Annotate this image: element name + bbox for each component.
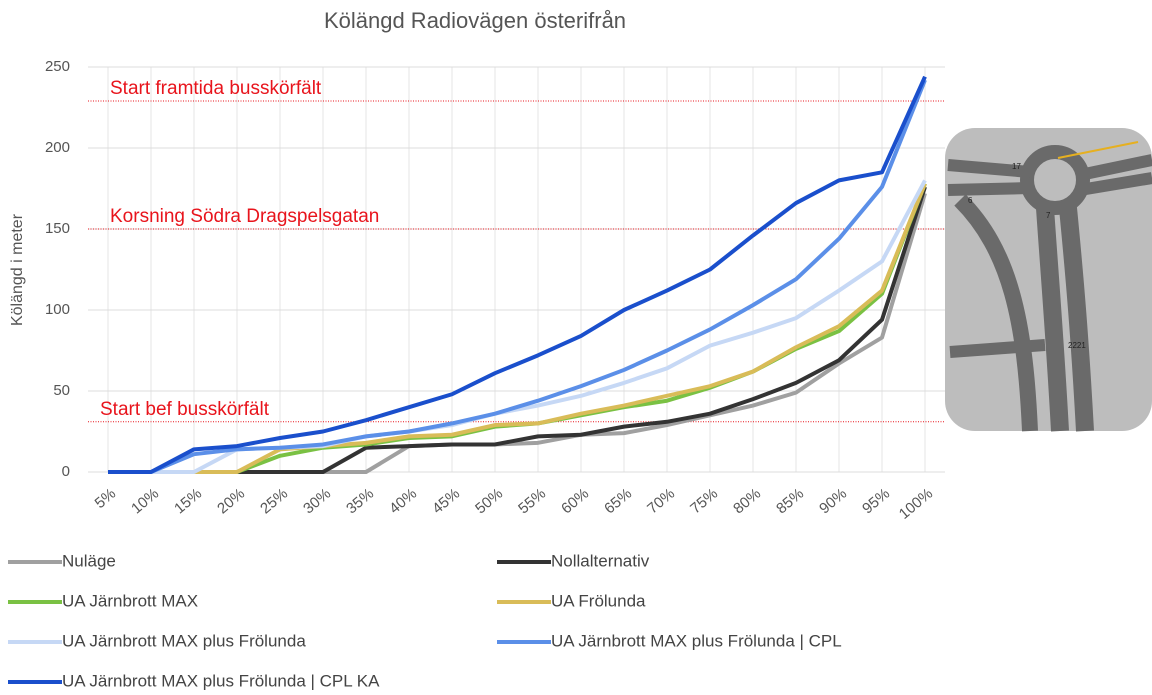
legend-label: UA Järnbrott MAX plus Frölunda bbox=[62, 631, 306, 650]
x-tick-label: 55% bbox=[515, 485, 549, 517]
x-tick-label: 30% bbox=[300, 485, 334, 517]
legend-label: UA Järnbrott MAX bbox=[62, 591, 198, 610]
x-tick-label: 100% bbox=[896, 485, 936, 523]
reference-label: Korsning Södra Dragspelsgatan bbox=[110, 206, 379, 227]
y-tick-label: 50 bbox=[53, 382, 70, 399]
x-tick-label: 90% bbox=[816, 485, 850, 517]
x-tick-label: 15% bbox=[171, 485, 205, 517]
map-label: 2221 bbox=[1068, 341, 1086, 350]
y-tick-label: 150 bbox=[45, 220, 70, 237]
series-line bbox=[108, 75, 927, 474]
y-tick-label: 200 bbox=[45, 139, 70, 156]
legend-label: UA Järnbrott MAX plus Frölunda | CPL KA bbox=[62, 671, 380, 690]
x-tick-label: 50% bbox=[472, 485, 506, 517]
legend-label: UA Frölunda bbox=[551, 591, 646, 610]
x-tick-label: 70% bbox=[644, 485, 678, 517]
x-tick-label: 75% bbox=[687, 485, 721, 517]
legend-label: Nollalternativ bbox=[551, 551, 650, 570]
chart-title: Kölängd Radiovägen österifrån bbox=[324, 8, 626, 33]
x-tick-label: 35% bbox=[343, 485, 377, 517]
map-label: 17 bbox=[1012, 162, 1021, 171]
x-tick-label: 80% bbox=[730, 485, 764, 517]
series-line bbox=[108, 192, 927, 474]
x-tick-label: 20% bbox=[214, 485, 248, 517]
road bbox=[954, 194, 1038, 432]
x-tick-label: 10% bbox=[128, 485, 162, 517]
series-line bbox=[108, 186, 927, 474]
map-arrow bbox=[1057, 141, 1139, 159]
reference-label: Start bef busskörfält bbox=[100, 399, 270, 420]
x-tick-label: 95% bbox=[859, 485, 893, 517]
series-line bbox=[108, 79, 927, 474]
y-tick-label: 250 bbox=[45, 58, 70, 75]
x-tick-label: 45% bbox=[429, 485, 463, 517]
x-tick-label: 5% bbox=[92, 485, 120, 512]
map-label: 7 bbox=[1046, 211, 1051, 220]
legend-label: UA Järnbrott MAX plus Frölunda | CPL bbox=[551, 631, 842, 650]
road bbox=[947, 154, 1152, 196]
y-tick-label: 100 bbox=[45, 301, 70, 318]
series-line bbox=[108, 182, 927, 474]
y-axis-label: Kölängd i meter bbox=[9, 213, 26, 326]
road bbox=[949, 339, 1046, 358]
x-tick-label: 65% bbox=[601, 485, 635, 517]
x-tick-label: 60% bbox=[558, 485, 592, 517]
y-tick-label: 0 bbox=[62, 463, 70, 480]
x-tick-label: 40% bbox=[386, 485, 420, 517]
x-tick-label: 85% bbox=[773, 485, 807, 517]
map-inset bbox=[945, 128, 1152, 432]
map-label: 6 bbox=[968, 196, 973, 205]
legend-label: Nuläge bbox=[62, 551, 116, 570]
reference-label: Start framtida busskörfält bbox=[110, 78, 322, 99]
road bbox=[1036, 207, 1094, 432]
x-tick-label: 25% bbox=[257, 485, 291, 517]
